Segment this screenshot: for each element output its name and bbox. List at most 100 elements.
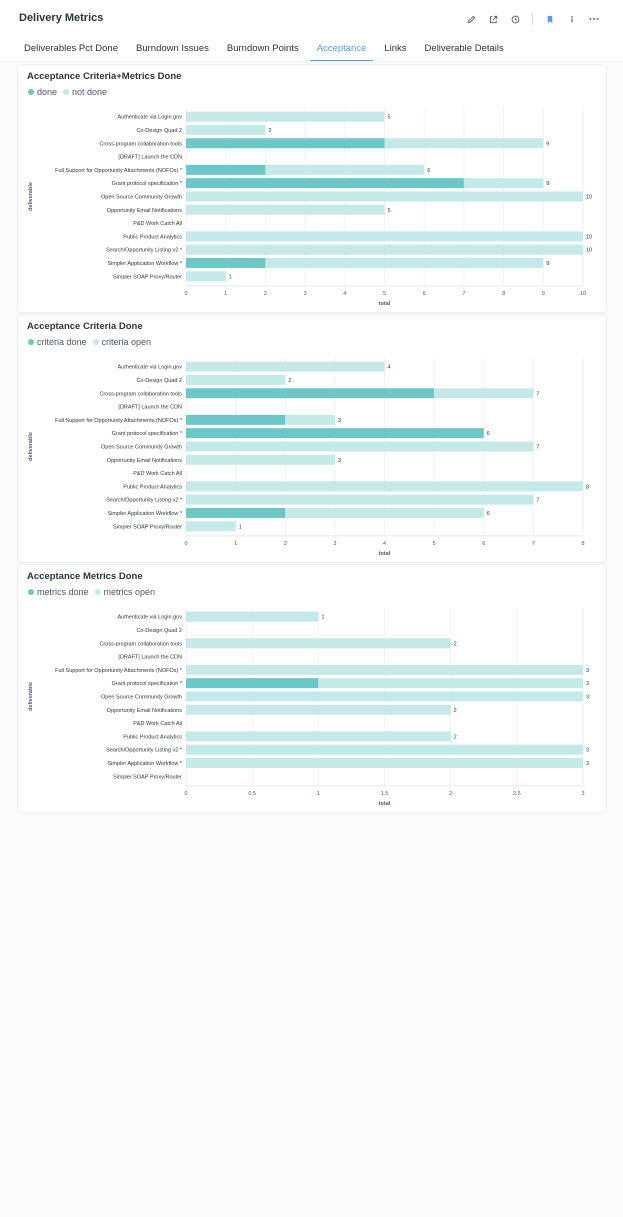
y-tick-label: Authenticate via Login.gov [117,615,182,621]
bar-segment [434,388,534,399]
legend-item-open[interactable]: metrics open [94,587,156,597]
y-tick-label: Opportunity Email Notifications [107,208,182,214]
more-button[interactable] [583,10,605,28]
x-tick-label: 6 [482,541,485,547]
y-tick-label: [DRAFT] Launch the CDN [118,655,182,661]
bar-segment [186,521,236,532]
bar-segment [186,441,534,452]
chart-card-metrics: Acceptance Metrics Done metrics done met… [18,565,606,812]
chart-card-criteria: Acceptance Criteria Done criteria done c… [18,315,606,562]
legend-item-done[interactable]: criteria done [28,337,87,347]
y-tick-label: Co-Design Quad 2 [136,378,182,384]
legend: metrics done metrics open [28,587,161,597]
bar-segment [384,138,544,149]
bar-segment [186,494,534,505]
y-tick-label: Simpler Application Workflow * [108,761,183,767]
y-tick-label: [DRAFT] Launch the CDN [118,155,182,161]
y-tick-label: Public Product Analytics [123,234,182,240]
data-label: 2 [454,734,457,740]
data-label: 4 [388,365,391,371]
legend-label: metrics open [103,587,156,597]
bar-segment [186,731,451,742]
data-label: 7 [536,444,539,450]
x-tick-label: 1 [234,541,237,547]
info-button[interactable] [561,10,583,28]
tab-links[interactable]: Links [384,43,407,54]
data-label: 3 [586,748,589,754]
card-title[interactable]: Acceptance Metrics Done [27,571,143,582]
y-tick-label: P&D Work Catch All [133,721,182,727]
bar-segment [318,678,583,689]
y-tick-label: Authenticate via Login.gov [117,365,182,371]
x-tick-label: 1 [224,291,227,297]
legend-item-open[interactable]: not done [63,87,107,97]
y-tick-label: P&D Work Catch All [133,221,182,227]
x-tick-label: 5 [383,291,386,297]
tab-deliverables-pct-done[interactable]: Deliverables Pct Done [24,43,118,54]
data-label: 3 [338,458,341,464]
y-tick-label: Opportunity Email Notifications [107,708,182,714]
y-axis-label: deliverable [28,682,34,711]
dashboard-header: Delivery Metrics [0,0,623,40]
bar-segment [265,257,544,268]
data-label: 6 [487,511,490,517]
tab-deliverable-details[interactable]: Deliverable Details [424,43,504,54]
tab-burndown-points[interactable]: Burndown Points [226,43,299,54]
legend-label: metrics done [37,587,89,597]
x-axis-label: total [379,551,391,557]
data-label: 3 [586,668,589,674]
x-tick-label: 10 [580,291,586,297]
data-label: 10 [586,194,592,200]
share-button[interactable] [482,10,504,28]
y-tick-label: Co-Design Quad 2 [136,628,182,634]
bar-segment [186,138,385,149]
x-tick-label: 7 [462,291,465,297]
data-label: 7 [536,391,539,397]
data-label: 8 [586,484,589,490]
bar-segment [265,164,425,175]
legend: done not done [28,87,113,97]
legend: criteria done criteria open [28,337,157,347]
bar-segment [186,678,319,689]
y-tick-label: Grant protocol specification * [112,681,183,687]
bar-segment [186,271,226,282]
tab-burndown-issues[interactable]: Burndown Issues [136,43,209,54]
data-label: 10 [586,234,592,240]
y-tick-label: Simpler SOAP Proxy/Router [113,524,182,530]
bar-segment [186,361,385,372]
legend-item-open[interactable]: criteria open [92,337,151,347]
y-tick-label: P&D Work Catch All [133,471,182,477]
y-tick-label: Grant protocol specification * [112,181,183,187]
bar-segment [186,664,583,675]
data-label: 3 [586,681,589,687]
x-tick-label: 9 [542,291,545,297]
bar-segment [285,414,335,425]
bar-segment [186,191,583,202]
bar-segment [186,638,451,649]
dashboard-title: Delivery Metrics [19,12,104,24]
bar-segment [186,757,583,768]
card-title[interactable]: Acceptance Criteria+Metrics Done [27,71,182,82]
more-icon [589,18,599,20]
bookmark-icon [547,15,553,23]
data-label: 5 [388,208,391,214]
y-tick-label: Grant protocol specification * [112,431,183,437]
share-icon [489,15,497,23]
data-label: 6 [427,168,430,174]
data-label: 1 [239,524,242,530]
legend-item-done[interactable]: metrics done [28,587,89,597]
bar-segment [186,231,583,242]
bar-segment [186,481,583,492]
legend-dot-open [94,589,101,595]
edit-button[interactable] [460,10,482,28]
legend-item-done[interactable]: done [28,87,57,97]
card-title[interactable]: Acceptance Criteria Done [27,321,143,332]
bar-segment [186,164,266,175]
pencil-icon [467,15,475,23]
y-tick-label: Cross-program collaboration tools [99,641,182,647]
y-tick-label: Search/Opportunity Listing v2 * [106,248,183,254]
bookmark-button[interactable] [539,10,561,28]
tab-acceptance[interactable]: Acceptance [309,40,374,61]
history-button[interactable] [504,10,526,28]
x-tick-label: 3 [304,291,307,297]
